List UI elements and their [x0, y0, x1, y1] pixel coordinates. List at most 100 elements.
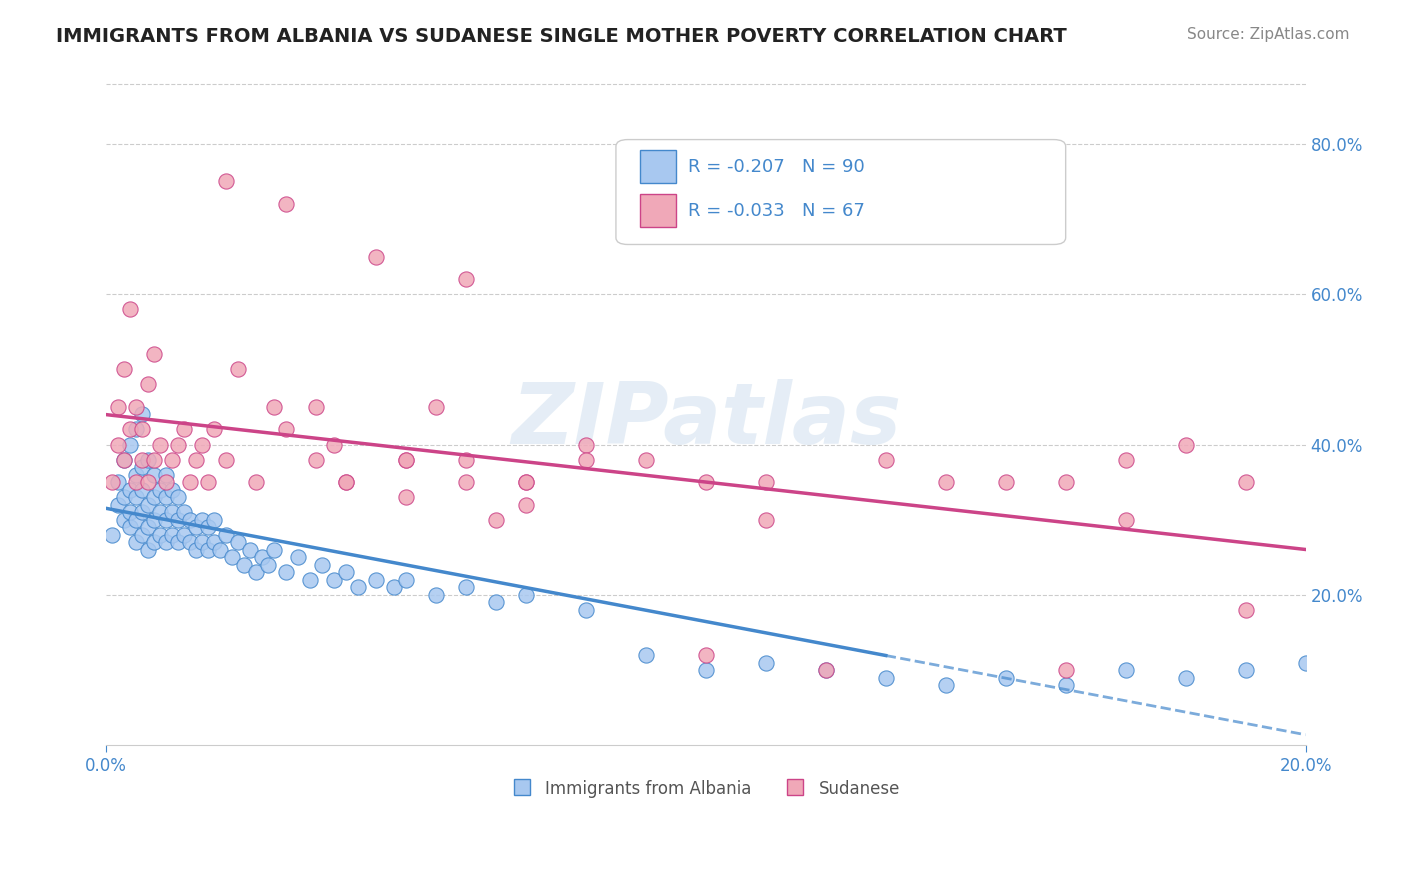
Point — [215, 452, 238, 467]
Point — [335, 566, 357, 580]
Point — [143, 347, 166, 361]
Point — [335, 475, 357, 489]
Point — [425, 400, 447, 414]
Point — [131, 483, 153, 497]
Point — [875, 671, 897, 685]
Point — [149, 505, 172, 519]
Point — [125, 513, 148, 527]
Point — [120, 520, 142, 534]
Point — [994, 671, 1017, 685]
Point — [125, 422, 148, 436]
Point — [299, 573, 322, 587]
Point — [197, 520, 219, 534]
Point — [755, 475, 778, 489]
Point — [1234, 663, 1257, 677]
Point — [202, 513, 225, 527]
Point — [202, 422, 225, 436]
Point — [131, 460, 153, 475]
Point — [120, 505, 142, 519]
Point — [1295, 656, 1317, 670]
Point — [101, 475, 124, 489]
Point — [131, 527, 153, 541]
Point — [120, 422, 142, 436]
Point — [364, 250, 387, 264]
Point — [1054, 475, 1077, 489]
Point — [305, 452, 328, 467]
Point — [173, 527, 195, 541]
Point — [179, 535, 201, 549]
Text: R = -0.033   N = 67: R = -0.033 N = 67 — [688, 202, 865, 219]
Point — [311, 558, 333, 572]
Point — [323, 437, 346, 451]
Point — [125, 475, 148, 489]
Point — [179, 475, 201, 489]
Legend: Immigrants from Albania, Sudanese: Immigrants from Albania, Sudanese — [505, 773, 907, 805]
Point — [395, 573, 418, 587]
Point — [112, 452, 135, 467]
Point — [994, 475, 1017, 489]
Point — [131, 422, 153, 436]
Point — [245, 475, 267, 489]
Point — [125, 490, 148, 504]
Point — [382, 580, 405, 594]
Point — [112, 452, 135, 467]
Point — [120, 483, 142, 497]
Point — [215, 527, 238, 541]
Point — [136, 520, 159, 534]
Point — [136, 542, 159, 557]
Point — [221, 550, 243, 565]
Point — [695, 663, 717, 677]
Point — [515, 475, 537, 489]
Point — [814, 663, 837, 677]
Point — [1054, 678, 1077, 692]
FancyBboxPatch shape — [616, 139, 1066, 244]
Point — [347, 580, 370, 594]
Point — [515, 475, 537, 489]
FancyBboxPatch shape — [640, 194, 676, 227]
Text: ZIPatlas: ZIPatlas — [510, 379, 901, 462]
Point — [276, 197, 298, 211]
Point — [112, 490, 135, 504]
Point — [191, 535, 214, 549]
Point — [755, 513, 778, 527]
Point — [695, 475, 717, 489]
Point — [454, 475, 477, 489]
Point — [305, 400, 328, 414]
Point — [250, 550, 273, 565]
Point — [1234, 603, 1257, 617]
Point — [1054, 663, 1077, 677]
Point — [1234, 475, 1257, 489]
Point — [215, 174, 238, 188]
Point — [425, 588, 447, 602]
Point — [814, 663, 837, 677]
Point — [186, 452, 208, 467]
Point — [395, 490, 418, 504]
Text: R = -0.207   N = 90: R = -0.207 N = 90 — [688, 158, 865, 176]
Point — [575, 452, 598, 467]
Point — [167, 535, 190, 549]
Point — [160, 527, 183, 541]
Point — [1174, 671, 1197, 685]
Point — [155, 467, 177, 482]
Point — [454, 580, 477, 594]
Point — [149, 437, 172, 451]
Point — [276, 566, 298, 580]
Point — [515, 588, 537, 602]
Point — [136, 475, 159, 489]
Point — [167, 513, 190, 527]
Point — [209, 542, 232, 557]
Point — [160, 483, 183, 497]
Point — [395, 452, 418, 467]
Point — [120, 437, 142, 451]
Point — [695, 648, 717, 662]
Point — [107, 437, 129, 451]
Point — [173, 505, 195, 519]
Point — [143, 452, 166, 467]
Point — [131, 452, 153, 467]
Point — [160, 505, 183, 519]
Point — [634, 452, 657, 467]
Point — [149, 483, 172, 497]
Point — [101, 527, 124, 541]
Point — [131, 408, 153, 422]
Point — [575, 603, 598, 617]
